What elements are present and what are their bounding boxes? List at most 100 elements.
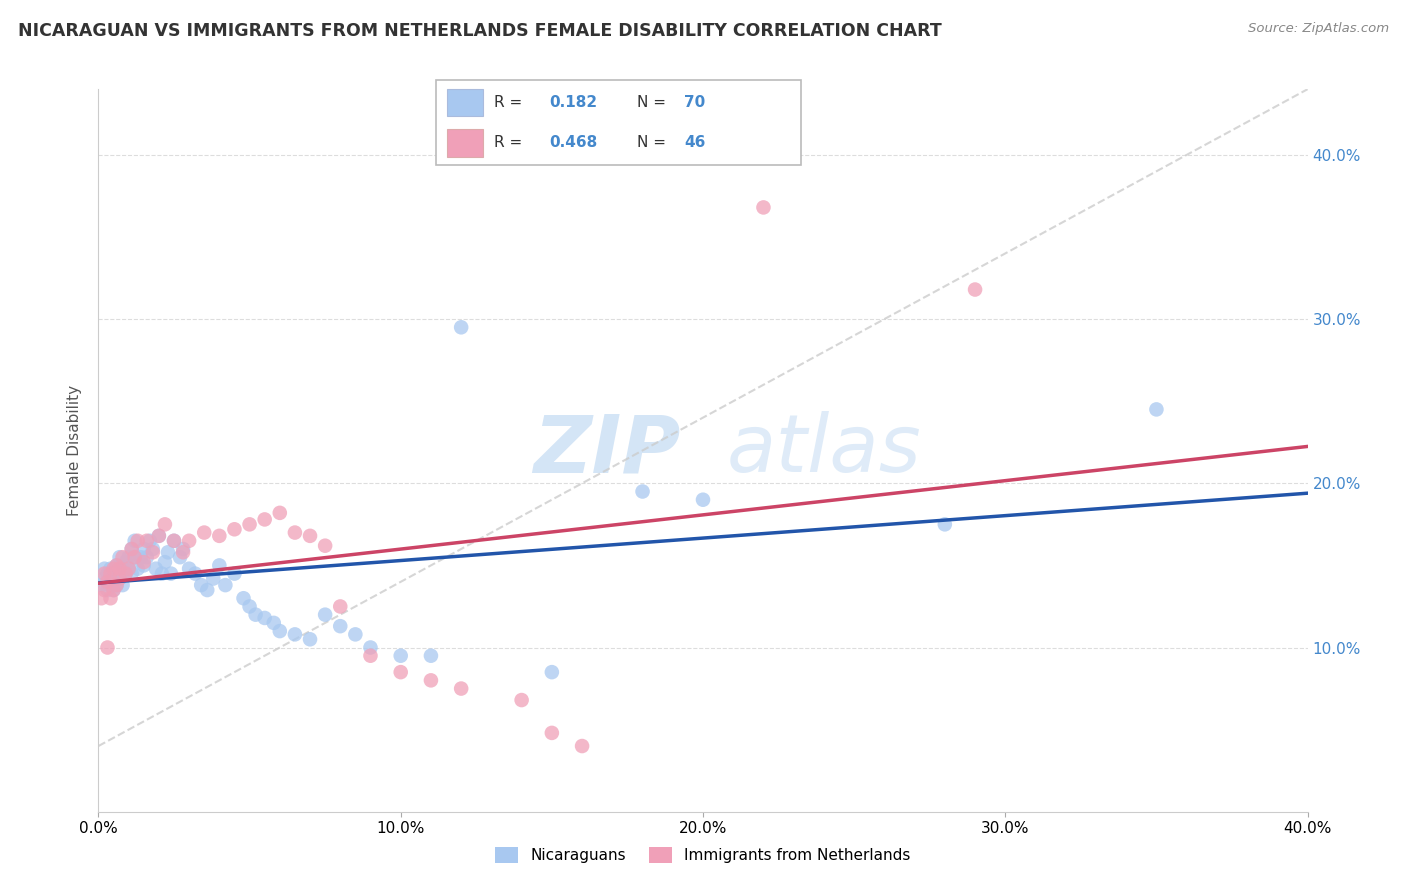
Point [132,558,155,573]
Point [420,648,443,663]
Point [105,558,128,573]
Point [96,582,118,597]
Point [93,562,115,576]
Point [389,665,412,680]
Point [118,562,141,576]
Point [172,545,194,559]
Point [172,541,194,556]
Point [224,566,246,581]
Point [269,506,291,520]
Point [100,562,122,576]
Point [135,550,157,565]
Point [105,578,128,592]
Point [752,201,775,215]
Point [224,522,246,536]
Point [96,640,118,655]
Point [450,320,472,334]
Point [190,578,212,592]
Point [148,529,170,543]
Legend: Nicaraguans, Immigrants from Netherlands: Nicaraguans, Immigrants from Netherlands [489,841,917,869]
Point [299,632,322,647]
Point [965,283,987,297]
Point [193,525,215,540]
Point [510,693,533,707]
Point [93,566,115,581]
Point [263,615,285,630]
Point [150,566,173,581]
Point [329,619,352,633]
Point [103,562,125,576]
Point [100,578,122,592]
Point [389,648,412,663]
Point [121,541,143,556]
Point [103,582,125,597]
Point [239,599,262,614]
Point [114,555,136,569]
Point [360,640,382,655]
Bar [447,129,484,157]
Point [114,566,136,581]
Point [118,562,141,576]
Point [142,545,165,559]
Text: 46: 46 [685,136,706,151]
Text: N =: N = [637,136,666,151]
Point [127,533,149,548]
Point [96,566,118,581]
Point [121,566,143,581]
Point [90,578,112,592]
Text: 70: 70 [685,95,706,110]
Point [93,582,115,597]
Point [284,627,307,641]
Point [329,599,352,614]
Point [169,550,191,565]
Point [195,582,218,597]
Point [1144,402,1167,417]
Point [344,627,367,641]
Point [127,562,149,576]
Point [253,611,276,625]
Point [105,578,128,592]
Point [96,574,118,589]
Point [179,562,201,576]
Point [232,591,254,606]
Point [160,566,183,581]
Point [571,739,593,753]
Point [100,591,122,606]
Point [692,492,714,507]
Point [103,566,125,581]
Text: atlas: atlas [727,411,921,490]
Point [103,574,125,589]
Point [253,512,276,526]
Point [163,533,186,548]
Point [148,529,170,543]
Point [108,562,131,576]
Point [100,572,122,586]
Point [105,558,128,573]
Point [103,582,125,597]
Text: NICARAGUAN VS IMMIGRANTS FROM NETHERLANDS FEMALE DISABILITY CORRELATION CHART: NICARAGUAN VS IMMIGRANTS FROM NETHERLAND… [18,22,942,40]
Point [450,681,472,696]
Point [93,572,115,586]
Point [314,607,336,622]
Point [631,484,654,499]
Bar [447,89,484,116]
Point [540,726,562,740]
Point [214,578,236,592]
Point [163,533,186,548]
Text: R =: R = [495,95,523,110]
Point [100,566,122,581]
Point [239,517,262,532]
Point [135,533,157,548]
Point [132,541,155,556]
Point [111,562,134,576]
Text: N =: N = [637,95,666,110]
Point [540,665,562,680]
Point [124,533,146,548]
Point [153,517,176,532]
Point [118,550,141,565]
Text: Source: ZipAtlas.com: Source: ZipAtlas.com [1249,22,1389,36]
Point [142,541,165,556]
Point [108,550,131,565]
Point [124,550,146,565]
Point [139,533,162,548]
